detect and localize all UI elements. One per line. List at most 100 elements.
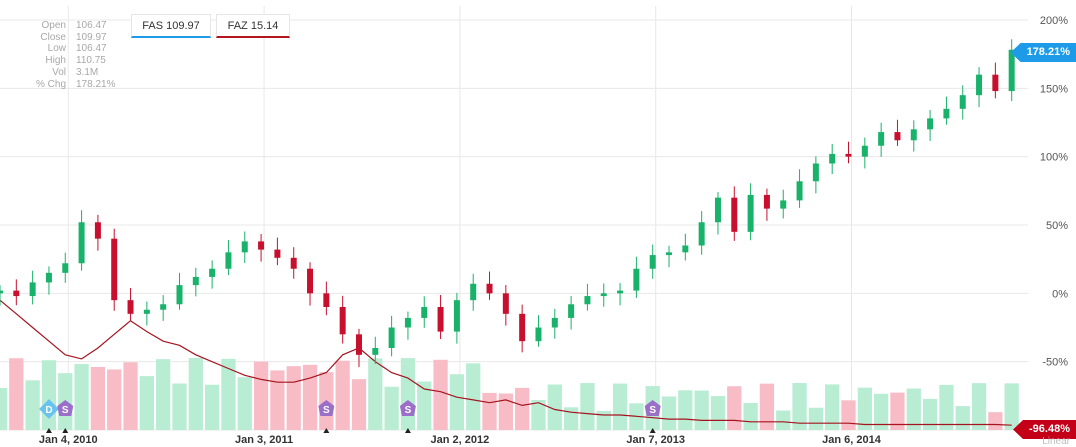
- fas-candle: [160, 304, 167, 310]
- ohlc-row-open: Open 106.47: [14, 20, 115, 32]
- fas-candle: [731, 197, 738, 232]
- fas-candle: [388, 327, 395, 348]
- ohlc-label: % Chg: [35, 78, 66, 90]
- volume-bar: [172, 383, 187, 430]
- fas-candle: [453, 300, 460, 332]
- fas-candle: [976, 74, 983, 96]
- legend-faz[interactable]: FAZ 15.14: [216, 14, 290, 38]
- volume-bar: [922, 398, 938, 430]
- volume-bar: [939, 384, 954, 430]
- x-tick-label: Jan 6, 2014: [822, 434, 882, 446]
- fas-candle: [600, 293, 607, 297]
- fas-candle: [796, 181, 803, 201]
- fas-candle: [714, 197, 721, 223]
- fas-candle: [372, 348, 379, 355]
- split-marker: [318, 400, 335, 416]
- fas-candle: [943, 108, 950, 119]
- volume-bar: [204, 384, 220, 430]
- volume-bar: [727, 386, 742, 430]
- fas-candle: [470, 283, 477, 301]
- split-marker: [57, 400, 74, 416]
- volume-bar: [547, 384, 562, 430]
- volume-bar: [580, 383, 595, 430]
- volume-bar: [0, 388, 8, 430]
- ohlc-label: Vol: [52, 66, 66, 78]
- fas-candle: [355, 334, 362, 355]
- ohlc-label: Close: [40, 31, 66, 43]
- fas-candle: [486, 283, 493, 294]
- ohlc-row-vol: Vol 3.1M: [14, 67, 115, 79]
- split-marker: [644, 400, 661, 416]
- fas-candle: [307, 268, 314, 294]
- volume-bar: [678, 390, 693, 430]
- fas-candle: [258, 241, 265, 250]
- volume-bar: [90, 367, 106, 430]
- fas-candle: [992, 74, 999, 92]
- volume-bar: [74, 364, 89, 430]
- x-tick-label: Jan 3, 2011: [235, 434, 293, 446]
- fas-candle: [878, 132, 885, 146]
- fas-candle: [649, 255, 656, 269]
- volume-bar: [743, 403, 758, 430]
- split-marker: [399, 400, 416, 416]
- fas-candle: [845, 153, 852, 157]
- volume-bar: [433, 359, 448, 430]
- volume-bar: [417, 381, 432, 430]
- fas-candle: [111, 238, 118, 301]
- y-tick-label: 0%: [1052, 288, 1068, 300]
- fas-candle: [62, 263, 69, 273]
- event-marker-label: S: [405, 405, 412, 416]
- volume-bar: [41, 360, 57, 430]
- fas-candle: [698, 222, 705, 246]
- volume-bar: [286, 366, 301, 430]
- ohlc-value: 3.1M: [76, 66, 99, 78]
- fas-candle: [763, 194, 770, 209]
- volume-bar: [237, 377, 252, 430]
- event-marker-label: S: [649, 405, 656, 416]
- volume-bar: [482, 392, 497, 430]
- event-marker-label: D: [45, 405, 52, 416]
- volume-bar: [107, 369, 122, 430]
- ohlc-value: 178.21%: [76, 78, 116, 90]
- fas-candle: [339, 307, 346, 335]
- volume-bar: [612, 383, 628, 430]
- volume-bar: [335, 360, 350, 430]
- volume-bar: [906, 388, 921, 430]
- volume-bar: [808, 407, 824, 430]
- volume-bar: [890, 392, 905, 430]
- ohlc-panel: Open 106.47 Close 109.97 Low 106.47 High…: [14, 20, 116, 90]
- volume-bar: [515, 387, 530, 430]
- y-tick-label: 50%: [1046, 220, 1068, 232]
- volume-bar: [498, 393, 513, 430]
- x-tick-label: Jan 7, 2013: [626, 434, 685, 446]
- fas-candle: [747, 194, 754, 232]
- fas-candle: [568, 304, 575, 318]
- ohlc-row-high: High 110.75: [14, 55, 115, 67]
- event-tick: [62, 428, 69, 433]
- event-marker-label: S: [323, 405, 330, 416]
- fas-candle: [617, 290, 624, 294]
- scale-type-label[interactable]: Linear: [1042, 436, 1070, 447]
- fas-candle: [421, 307, 428, 318]
- fas-candle: [894, 132, 901, 141]
- event-tick: [649, 428, 656, 433]
- dividend-marker: [39, 399, 59, 419]
- y-tick-label: 100%: [1040, 152, 1068, 164]
- fas-candle: [1008, 49, 1015, 92]
- fas-candle: [812, 163, 819, 182]
- volume-bar: [841, 400, 856, 430]
- y-tick-label: 200%: [1040, 15, 1068, 27]
- event-tick: [45, 428, 52, 433]
- volume-bar: [1004, 383, 1019, 430]
- event-tick: [404, 428, 411, 433]
- volume-bar: [825, 384, 840, 430]
- fas-candle: [0, 290, 3, 294]
- ohlc-label: High: [45, 55, 66, 67]
- fas-candle: [682, 245, 689, 253]
- fas-candle: [176, 285, 183, 305]
- legend-fas[interactable]: FAS 109.97: [131, 14, 211, 38]
- volume-bar: [139, 376, 154, 430]
- volume-bar: [988, 412, 1003, 430]
- fas-candle: [13, 290, 20, 297]
